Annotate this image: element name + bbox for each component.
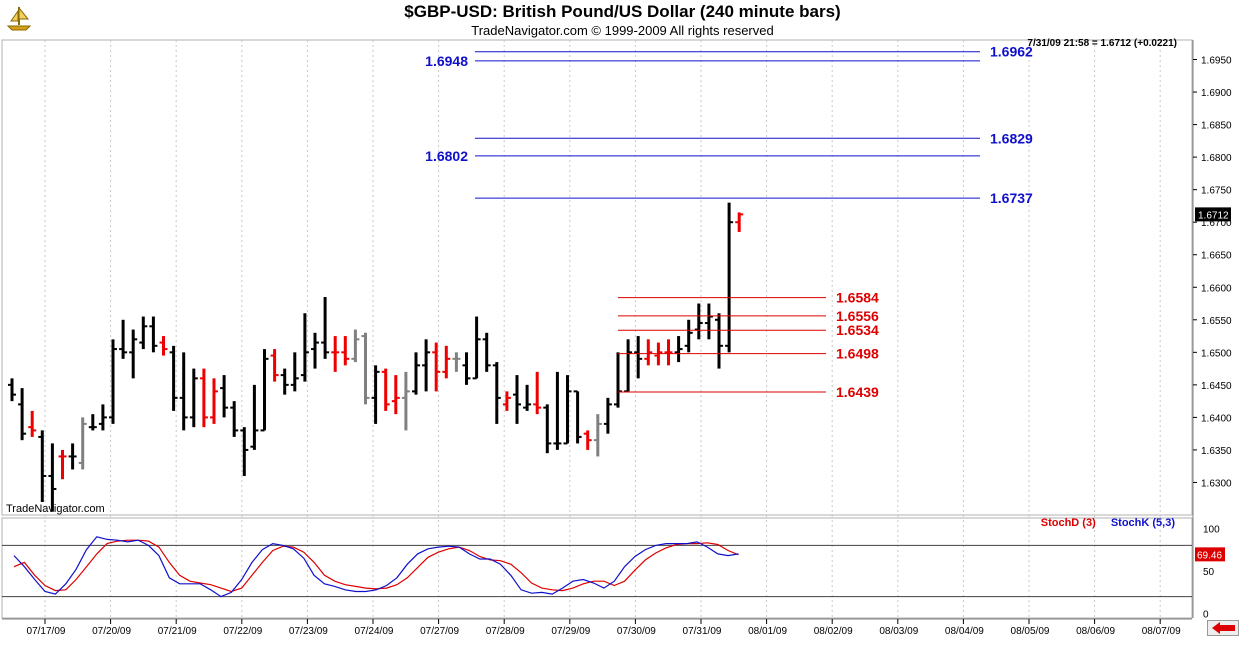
last-quote-readout: 7/31/09 21:58 = 1.6712 (+0.0221)	[1027, 38, 1177, 49]
y-tick-label: 1.6900	[1201, 88, 1232, 99]
projection-level-label: 1.6498	[836, 346, 879, 362]
chart-title: $GBP-USD: British Pound/US Dollar (240 m…	[404, 2, 841, 21]
y-tick-label: 1.6950	[1201, 56, 1232, 67]
stoch-value-label: 69.46	[1197, 550, 1222, 561]
legend-stoch-d: StochD (3)	[1040, 517, 1096, 529]
stoch-value-badge	[1195, 547, 1225, 562]
projection-level-label: 1.6829	[990, 130, 1033, 146]
y-tick-label: 1.6800	[1201, 153, 1232, 164]
projection-level-label: 1.6737	[990, 190, 1033, 206]
y-tick-label: 1.6350	[1201, 446, 1232, 457]
x-tick-label: 07/31/09	[683, 626, 722, 637]
projection-level-label: 1.6556	[836, 308, 879, 324]
x-tick-label: 07/21/09	[158, 626, 197, 637]
stoch-k-line	[13, 536, 739, 598]
y-tick-label: 1.6850	[1201, 121, 1232, 132]
x-tick-label: 08/05/09	[1011, 626, 1050, 637]
x-tick-label: 07/27/09	[420, 626, 459, 637]
tradenavigator-logo-icon	[4, 3, 34, 33]
last-price-label: 1.6712	[1198, 210, 1229, 221]
y-tick-label: 1.6750	[1201, 186, 1232, 197]
x-tick-label: 08/04/09	[945, 626, 984, 637]
x-tick-label: 08/02/09	[814, 626, 853, 637]
x-tick-label: 07/23/09	[289, 626, 328, 637]
x-tick-label: 08/06/09	[1076, 626, 1115, 637]
stoch-y-tick-label: 100	[1203, 524, 1220, 535]
x-tick-label: 07/30/09	[617, 626, 656, 637]
y-tick-label: 1.6400	[1201, 413, 1232, 424]
y-tick-label: 1.6700	[1201, 218, 1232, 229]
stochastic-panel-frame	[1, 517, 1193, 619]
x-tick-label: 07/28/09	[486, 626, 525, 637]
y-tick-label: 1.6450	[1201, 381, 1232, 392]
x-tick-label: 08/01/09	[748, 626, 787, 637]
y-tick-label: 1.6600	[1201, 283, 1232, 294]
last-price-badge	[1195, 207, 1231, 222]
watermark-text: TradeNavigator.com	[6, 503, 105, 515]
projection-level-label: 1.6802	[425, 148, 468, 164]
red-left-arrow-icon[interactable]	[1207, 620, 1239, 636]
projection-level-label: 1.6962	[990, 44, 1033, 60]
projection-level-label: 1.6584	[836, 290, 879, 306]
x-tick-label: 07/24/09	[355, 626, 394, 637]
x-tick-label: 07/29/09	[551, 626, 590, 637]
copyright-text: TradeNavigator.com © 1999-2009 All right…	[471, 23, 774, 38]
y-tick-label: 1.6300	[1201, 478, 1232, 489]
x-tick-label: 08/07/09	[1142, 626, 1181, 637]
stoch-y-tick-label: 0	[1203, 610, 1209, 621]
stochastic-legend: StochD (3) StochK (5,3)	[1029, 517, 1175, 529]
x-tick-label: 08/03/09	[879, 626, 918, 637]
projection-level-label: 1.6948	[425, 53, 468, 69]
x-tick-label: 07/17/09	[27, 626, 66, 637]
x-tick-label: 07/20/09	[92, 626, 131, 637]
projection-level-label: 1.6439	[836, 384, 879, 400]
legend-stoch-k: StochK (5,3)	[1110, 517, 1175, 529]
x-tick-label: 07/22/09	[223, 626, 262, 637]
y-tick-label: 1.6550	[1201, 316, 1232, 327]
stoch-y-tick-label: 50	[1203, 567, 1215, 578]
y-tick-label: 1.6500	[1201, 348, 1232, 359]
projection-level-label: 1.6534	[836, 322, 879, 338]
y-tick-label: 1.6650	[1201, 251, 1232, 262]
